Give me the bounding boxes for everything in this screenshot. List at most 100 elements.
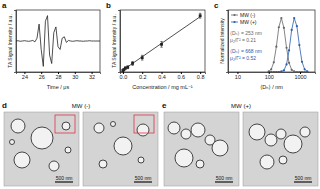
tick: 0.8 xyxy=(197,72,205,80)
particle xyxy=(196,160,204,168)
panel: 2426283032aTime / μsTA Signal Intensity … xyxy=(2,1,101,90)
axis-line xyxy=(226,11,229,73)
error-cap xyxy=(131,61,133,62)
scale-bar-label: 500 nm xyxy=(216,175,233,181)
y-axis xyxy=(118,11,121,73)
scale-bar-label: 500 nm xyxy=(56,175,73,181)
scale-bar xyxy=(55,181,73,182)
y-axis-title: TA Signal Intensity / a.u. xyxy=(111,14,117,68)
particle xyxy=(114,137,132,155)
marker xyxy=(291,29,293,31)
marker xyxy=(285,47,287,49)
y-axis-title: Normalized Intensity xyxy=(219,18,225,64)
scale-bar-label: 500 nm xyxy=(135,175,152,181)
error-cap xyxy=(160,47,162,48)
tick: 26 xyxy=(39,72,45,80)
panel-label: b xyxy=(106,1,111,10)
marker xyxy=(268,70,270,72)
particle xyxy=(31,127,53,149)
micrograph: 500 nm xyxy=(83,112,158,186)
tick: 0.6 xyxy=(178,72,186,80)
annotation: ⟨Dₕ⟩ = 668 nm xyxy=(230,48,262,54)
panel-label: d xyxy=(2,101,7,110)
particle xyxy=(65,147,71,153)
tick-label: 0.6 xyxy=(178,74,186,80)
x-axis-title: ⟨Dₕ⟩ / nm xyxy=(260,84,283,90)
marker xyxy=(273,71,275,72)
particle xyxy=(279,156,287,164)
error-cap xyxy=(160,41,162,42)
scale-bar xyxy=(294,181,312,182)
particle xyxy=(284,135,302,153)
annotation: μ₂/Γ² = 0.52 xyxy=(230,55,256,61)
panel-label: a xyxy=(2,1,7,10)
data-line xyxy=(269,18,308,72)
axis-line xyxy=(118,11,121,73)
marker xyxy=(280,70,282,72)
x-axis: 101001000 xyxy=(229,72,316,80)
tick: 0.2 xyxy=(139,72,147,80)
marker xyxy=(298,71,300,72)
marker xyxy=(278,26,280,28)
particle xyxy=(212,140,228,156)
marker xyxy=(275,46,277,48)
legend-marker xyxy=(233,21,235,23)
tick-label: 32 xyxy=(89,74,95,80)
x-axis: 2426283032 xyxy=(17,72,101,80)
marker xyxy=(283,27,285,29)
data-line xyxy=(269,18,308,72)
tick-label: 10 xyxy=(235,74,241,80)
particle xyxy=(168,122,180,134)
scale-bar xyxy=(134,181,152,182)
tick-label: 0.8 xyxy=(197,74,205,80)
marker xyxy=(283,69,285,71)
error-stem xyxy=(161,41,162,47)
legend-swatch xyxy=(231,22,238,23)
legend-label: MW (+) xyxy=(240,19,257,25)
particle xyxy=(62,122,70,130)
inset-box xyxy=(55,115,75,133)
micrograph: 500 nm xyxy=(4,112,79,186)
micrograph-background xyxy=(164,112,239,186)
marker xyxy=(306,71,308,72)
marker xyxy=(288,62,290,64)
marker xyxy=(301,61,303,63)
legend-label: MW (-) xyxy=(240,12,256,18)
legend-swatch xyxy=(231,15,238,16)
tick: 0.4 xyxy=(158,72,166,80)
marker xyxy=(298,44,300,46)
legend-entry: MW (+) xyxy=(231,19,257,25)
tick-label: 0.2 xyxy=(139,74,147,80)
tick-label: 28 xyxy=(55,74,61,80)
y-axis-title: TA Signal Intensity / a.u. xyxy=(7,14,13,68)
scale-bar-label: 500 nm xyxy=(295,175,312,181)
marker xyxy=(280,17,282,19)
marker xyxy=(304,68,306,70)
y-axis xyxy=(226,11,229,73)
marker xyxy=(273,61,275,63)
annotation: ⟨Dₕ⟩ = 253 nm xyxy=(230,30,262,36)
x-axis-title: Time / μs xyxy=(47,84,70,90)
panel-label: c xyxy=(214,1,219,10)
marker xyxy=(275,71,277,72)
error-cap xyxy=(199,13,201,14)
error-cap xyxy=(141,60,143,61)
x-axis: 0.0 0.2 0.4 0.6 0.8 xyxy=(120,72,206,80)
micrograph-background xyxy=(83,112,158,186)
marker xyxy=(293,17,295,19)
marker xyxy=(293,70,295,72)
tick: 10 xyxy=(235,72,241,80)
tick: 1000 xyxy=(294,72,306,80)
marker xyxy=(296,25,298,27)
plot-frame xyxy=(16,10,100,72)
plot-area xyxy=(268,17,309,72)
particle xyxy=(14,152,30,168)
tick: 0.0 xyxy=(120,72,128,80)
marker xyxy=(278,71,280,72)
particle xyxy=(137,124,149,136)
panel-title: MW (-) xyxy=(72,103,90,109)
panel-label: e xyxy=(162,101,167,110)
y-axis xyxy=(14,11,17,73)
tick: 28 xyxy=(55,72,61,80)
marker xyxy=(291,69,293,71)
